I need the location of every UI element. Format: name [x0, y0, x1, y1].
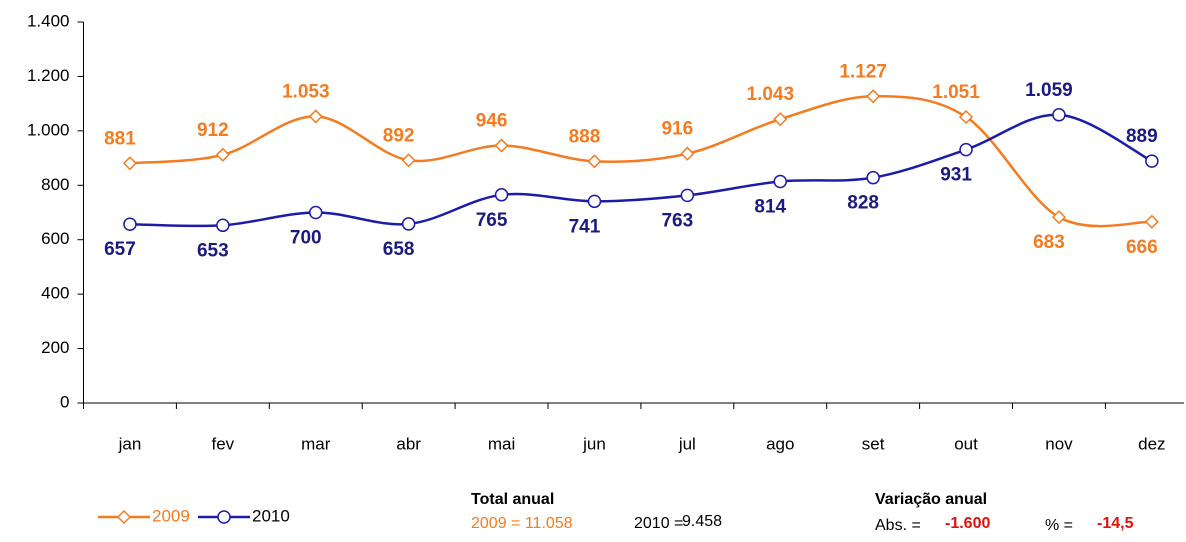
x-tick-label: jul: [678, 434, 696, 453]
total-title: Total anual: [471, 491, 554, 508]
data-label: 1.051: [932, 82, 980, 103]
point: [680, 146, 695, 161]
data-label: 916: [661, 119, 693, 140]
point: [123, 217, 137, 231]
data-label: 1.059: [1025, 80, 1073, 101]
pct-label: % =: [1045, 517, 1073, 534]
point: [1052, 108, 1066, 122]
abs-value: -1.600: [945, 515, 990, 532]
point: [680, 188, 695, 203]
x-tick-label: fev: [212, 434, 235, 453]
point: [587, 154, 602, 169]
y-tick-label: 800: [41, 175, 69, 194]
point: [215, 147, 230, 162]
legend-label: 2010: [252, 506, 290, 525]
data-label: 888: [569, 126, 601, 147]
point: [959, 142, 973, 157]
point: [1051, 210, 1067, 225]
data-label: 1.043: [746, 84, 794, 105]
abs-label: Abs. =: [875, 517, 921, 534]
x-tick-label: jun: [582, 434, 606, 453]
data-label: 683: [1033, 232, 1065, 253]
point: [309, 205, 323, 220]
point: [1145, 154, 1159, 168]
x-tick-label: set: [862, 434, 885, 453]
data-label: 765: [476, 210, 508, 231]
data-label: 658: [383, 239, 415, 260]
total-2010-label: 2010 =: [634, 515, 683, 532]
point: [122, 156, 138, 171]
point: [587, 194, 602, 209]
data-label: 946: [476, 111, 508, 132]
data-label: 912: [197, 120, 229, 141]
data-label: 653: [197, 240, 229, 261]
x-tick-label: nov: [1045, 434, 1073, 453]
point: [217, 510, 231, 524]
point: [866, 170, 880, 185]
data-label: 666: [1126, 237, 1158, 258]
y-tick-label: 1.200: [27, 66, 70, 85]
x-tick-label: ago: [766, 434, 794, 453]
point: [1144, 214, 1159, 229]
x-tick-label: mar: [301, 434, 331, 453]
data-label: 1.127: [839, 61, 887, 82]
line: [129, 113, 1153, 228]
point: [116, 509, 132, 525]
data-label: 814: [754, 196, 786, 217]
total-2010-value: 9.458: [682, 513, 722, 530]
point: [401, 217, 416, 231]
data-label: 657: [104, 239, 136, 260]
data-label: 881: [104, 128, 136, 149]
point: [216, 218, 230, 233]
data-label: 892: [383, 125, 415, 146]
y-tick-label: 200: [41, 338, 69, 357]
pct-value: -14,5: [1097, 515, 1134, 532]
data-label: 763: [661, 210, 693, 231]
y-tick-label: 400: [41, 284, 69, 303]
x-tick-label: abr: [396, 434, 421, 453]
variation-title: Variação anual: [875, 491, 987, 508]
point: [958, 109, 974, 125]
y-tick-label: 600: [41, 229, 69, 248]
y-tick-label: 1.000: [27, 120, 70, 139]
data-label: 889: [1126, 126, 1158, 147]
x-tick-label: dez: [1138, 434, 1165, 453]
legend-label: 2009: [152, 506, 190, 525]
point: [308, 109, 323, 124]
x-tick-label: mai: [488, 434, 515, 453]
data-label: 828: [847, 193, 879, 214]
point: [866, 89, 881, 104]
data-label: 931: [940, 165, 972, 186]
point: [401, 153, 416, 168]
point: [494, 188, 509, 202]
data-label: 1.053: [282, 81, 330, 102]
x-tick-label: out: [954, 434, 978, 453]
total-2009: 2009 = 11.058: [471, 515, 573, 532]
point: [773, 174, 787, 189]
point: [773, 112, 788, 127]
data-label: 741: [569, 216, 601, 237]
line: [129, 94, 1152, 228]
point: [494, 138, 509, 153]
x-tick-label: jan: [118, 434, 142, 453]
data-label: 700: [290, 228, 322, 249]
y-tick-label: 1.400: [27, 11, 70, 30]
y-tick-label: 0: [60, 392, 69, 411]
